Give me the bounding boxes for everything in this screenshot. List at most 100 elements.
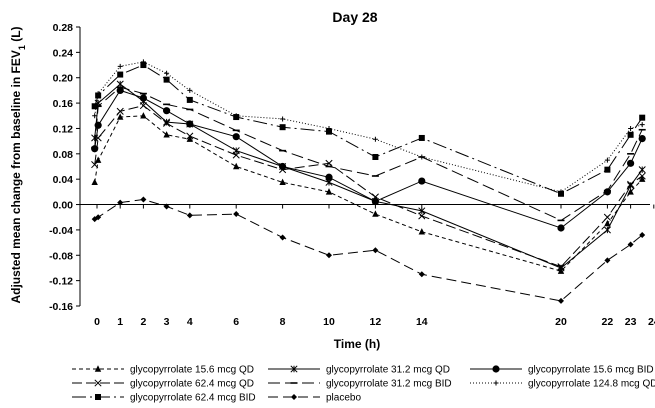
data-point — [371, 193, 379, 201]
data-point — [418, 177, 426, 185]
data-point — [627, 159, 635, 167]
series-5 — [91, 86, 646, 222]
data-point — [232, 133, 240, 141]
data-point — [419, 154, 425, 160]
data-point — [91, 161, 99, 169]
x-tick-label: 0 — [94, 316, 100, 328]
data-point — [628, 125, 634, 131]
data-point — [139, 94, 147, 102]
data-point — [371, 197, 379, 205]
series-4 — [91, 102, 646, 271]
data-point — [603, 213, 611, 221]
series-3 — [91, 86, 646, 232]
data-point — [627, 180, 635, 188]
legend-label: glycopyrrolate 31.2 mcg QD — [326, 365, 450, 376]
data-point — [163, 203, 170, 210]
data-point — [604, 219, 611, 227]
data-point — [638, 172, 646, 180]
x-tick-label: 8 — [280, 316, 286, 328]
x-tick-label: 2 — [140, 316, 146, 328]
data-point — [639, 231, 646, 238]
data-point — [638, 135, 646, 143]
data-point — [418, 228, 425, 235]
data-point — [187, 87, 193, 93]
data-point — [140, 196, 147, 203]
legend-label: glycopyrrolate 15.6 mcg QD — [130, 365, 254, 376]
legend-item-5: glycopyrrolate 31.2 mcg BID — [268, 379, 452, 390]
data-point — [418, 207, 426, 215]
data-point — [186, 96, 193, 103]
y-tick-label: 0.00 — [53, 200, 74, 212]
x-tick-label: 10 — [323, 316, 335, 328]
data-point — [279, 234, 286, 241]
data-point — [186, 212, 193, 219]
data-point — [372, 247, 379, 254]
series-line — [94, 115, 643, 272]
data-point — [91, 178, 98, 186]
x-tick-label: 24 — [648, 316, 655, 328]
data-point — [325, 188, 333, 195]
data-point — [117, 199, 124, 206]
legend-marker — [493, 380, 499, 386]
data-point — [326, 252, 332, 259]
data-point — [604, 157, 610, 163]
x-tick-label: 3 — [164, 316, 170, 328]
data-point — [279, 166, 287, 174]
data-point — [163, 131, 170, 138]
data-point — [372, 210, 379, 217]
y-axis-label-main: Adjusted mean change from baseline in FE… — [9, 50, 23, 303]
x-tick-label: 14 — [416, 316, 428, 328]
data-point — [139, 102, 147, 110]
legend-item-4: glycopyrrolate 62.4 mcg QD — [72, 379, 254, 390]
data-point — [603, 226, 611, 234]
data-point — [372, 153, 379, 160]
y-tick-label: 0.16 — [53, 98, 74, 110]
legend-item-2: glycopyrrolate 31.2 mcg QD — [268, 365, 450, 376]
data-point — [627, 131, 634, 138]
series-8 — [91, 196, 646, 304]
data-point — [372, 136, 378, 142]
data-point — [91, 103, 98, 110]
legend-label: glycopyrrolate 62.4 mcg QD — [130, 379, 254, 390]
y-tick-label: 0.28 — [53, 22, 74, 34]
data-point — [280, 116, 286, 122]
legend-label: glycopyrrolate 31.2 mcg BID — [326, 379, 452, 390]
series-line — [94, 198, 643, 302]
x-tick-label: 1 — [117, 316, 123, 328]
data-point — [233, 114, 240, 121]
data-point — [186, 132, 194, 140]
data-point — [233, 211, 240, 218]
data-point — [116, 80, 124, 88]
data-point — [164, 70, 170, 76]
y-tick-label: 0.24 — [53, 47, 74, 59]
data-point — [233, 162, 240, 170]
legend-item-7: glycopyrrolate 62.4 mcg BID — [72, 393, 256, 404]
legend-label: glycopyrrolate 62.4 mcg BID — [130, 393, 256, 404]
x-tick-label: 22 — [602, 316, 614, 328]
x-tick-label: 6 — [233, 316, 239, 328]
series-line — [94, 86, 643, 221]
data-point — [418, 134, 425, 141]
data-point — [558, 297, 564, 304]
data-point — [92, 113, 98, 119]
y-tick-label: 0.12 — [53, 123, 74, 135]
plot-area: 0.28 0.24 0.20 0.16 0.12 0.08 0.04 0.00 -0.04 -0.… — [49, 22, 655, 328]
data-point — [418, 212, 426, 220]
legend-label: placebo — [326, 393, 361, 404]
series-line — [94, 61, 643, 193]
data-point — [94, 156, 102, 163]
data-point — [627, 241, 634, 248]
data-point — [279, 178, 286, 186]
x-tick-label: 4 — [187, 316, 193, 328]
data-point — [95, 214, 102, 221]
x-tick-label: 23 — [625, 316, 637, 328]
x-tick-label: 20 — [555, 316, 567, 328]
data-point — [95, 92, 102, 99]
legend-marker — [94, 365, 102, 372]
y-tick-label: -0.16 — [49, 301, 73, 313]
y-tick-label: 0.08 — [53, 149, 74, 161]
data-point — [326, 128, 332, 135]
legend: glycopyrrolate 15.6 mcg QD glycopyrrolate… — [72, 365, 655, 404]
data-point — [279, 124, 286, 131]
data-point — [186, 120, 194, 128]
